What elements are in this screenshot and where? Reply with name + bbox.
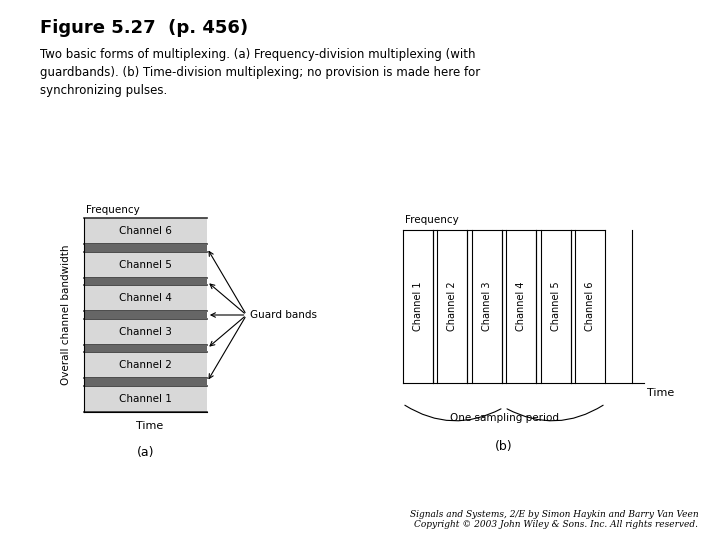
Bar bbox=[84, 319, 207, 345]
Text: Channel 4: Channel 4 bbox=[516, 282, 526, 331]
Text: Signals and Systems, 2/E by Simon Haykin and Barry Van Veen
Copyright © 2003 Joh: Signals and Systems, 2/E by Simon Haykin… bbox=[410, 510, 698, 529]
Text: Time: Time bbox=[647, 388, 674, 399]
Text: Channel 6: Channel 6 bbox=[119, 226, 172, 236]
Bar bbox=[84, 244, 207, 252]
Text: Overall channel bandwidth: Overall channel bandwidth bbox=[60, 245, 71, 385]
Text: Figure 5.27  (p. 456): Figure 5.27 (p. 456) bbox=[40, 19, 248, 37]
Bar bbox=[84, 278, 207, 285]
Text: Channel 5: Channel 5 bbox=[119, 260, 172, 270]
Text: Channel 3: Channel 3 bbox=[482, 282, 492, 331]
Text: Channel 1: Channel 1 bbox=[413, 282, 423, 331]
Text: (b): (b) bbox=[495, 440, 513, 453]
Text: Channel 1: Channel 1 bbox=[119, 394, 172, 404]
Bar bbox=[84, 379, 207, 386]
Bar bbox=[84, 218, 207, 244]
Text: Time: Time bbox=[136, 421, 163, 431]
Text: Guard bands: Guard bands bbox=[250, 310, 317, 320]
Bar bbox=[84, 285, 207, 312]
Text: One sampling period: One sampling period bbox=[449, 413, 559, 423]
Text: Channel 5: Channel 5 bbox=[551, 282, 561, 332]
Bar bbox=[84, 312, 207, 319]
Bar bbox=[84, 386, 207, 412]
Text: Channel 4: Channel 4 bbox=[119, 293, 172, 303]
Text: (a): (a) bbox=[137, 446, 154, 459]
Bar bbox=[84, 252, 207, 278]
Bar bbox=[84, 352, 207, 379]
Text: Frequency: Frequency bbox=[86, 205, 140, 215]
Bar bbox=[84, 345, 207, 352]
Text: Two basic forms of multiplexing. (a) Frequency-division multiplexing (with
guard: Two basic forms of multiplexing. (a) Fre… bbox=[40, 48, 480, 97]
Text: Channel 2: Channel 2 bbox=[119, 360, 172, 370]
Text: Channel 3: Channel 3 bbox=[119, 327, 172, 337]
Text: Channel 6: Channel 6 bbox=[585, 282, 595, 331]
Text: Channel 2: Channel 2 bbox=[447, 282, 457, 332]
Text: Frequency: Frequency bbox=[405, 214, 459, 225]
